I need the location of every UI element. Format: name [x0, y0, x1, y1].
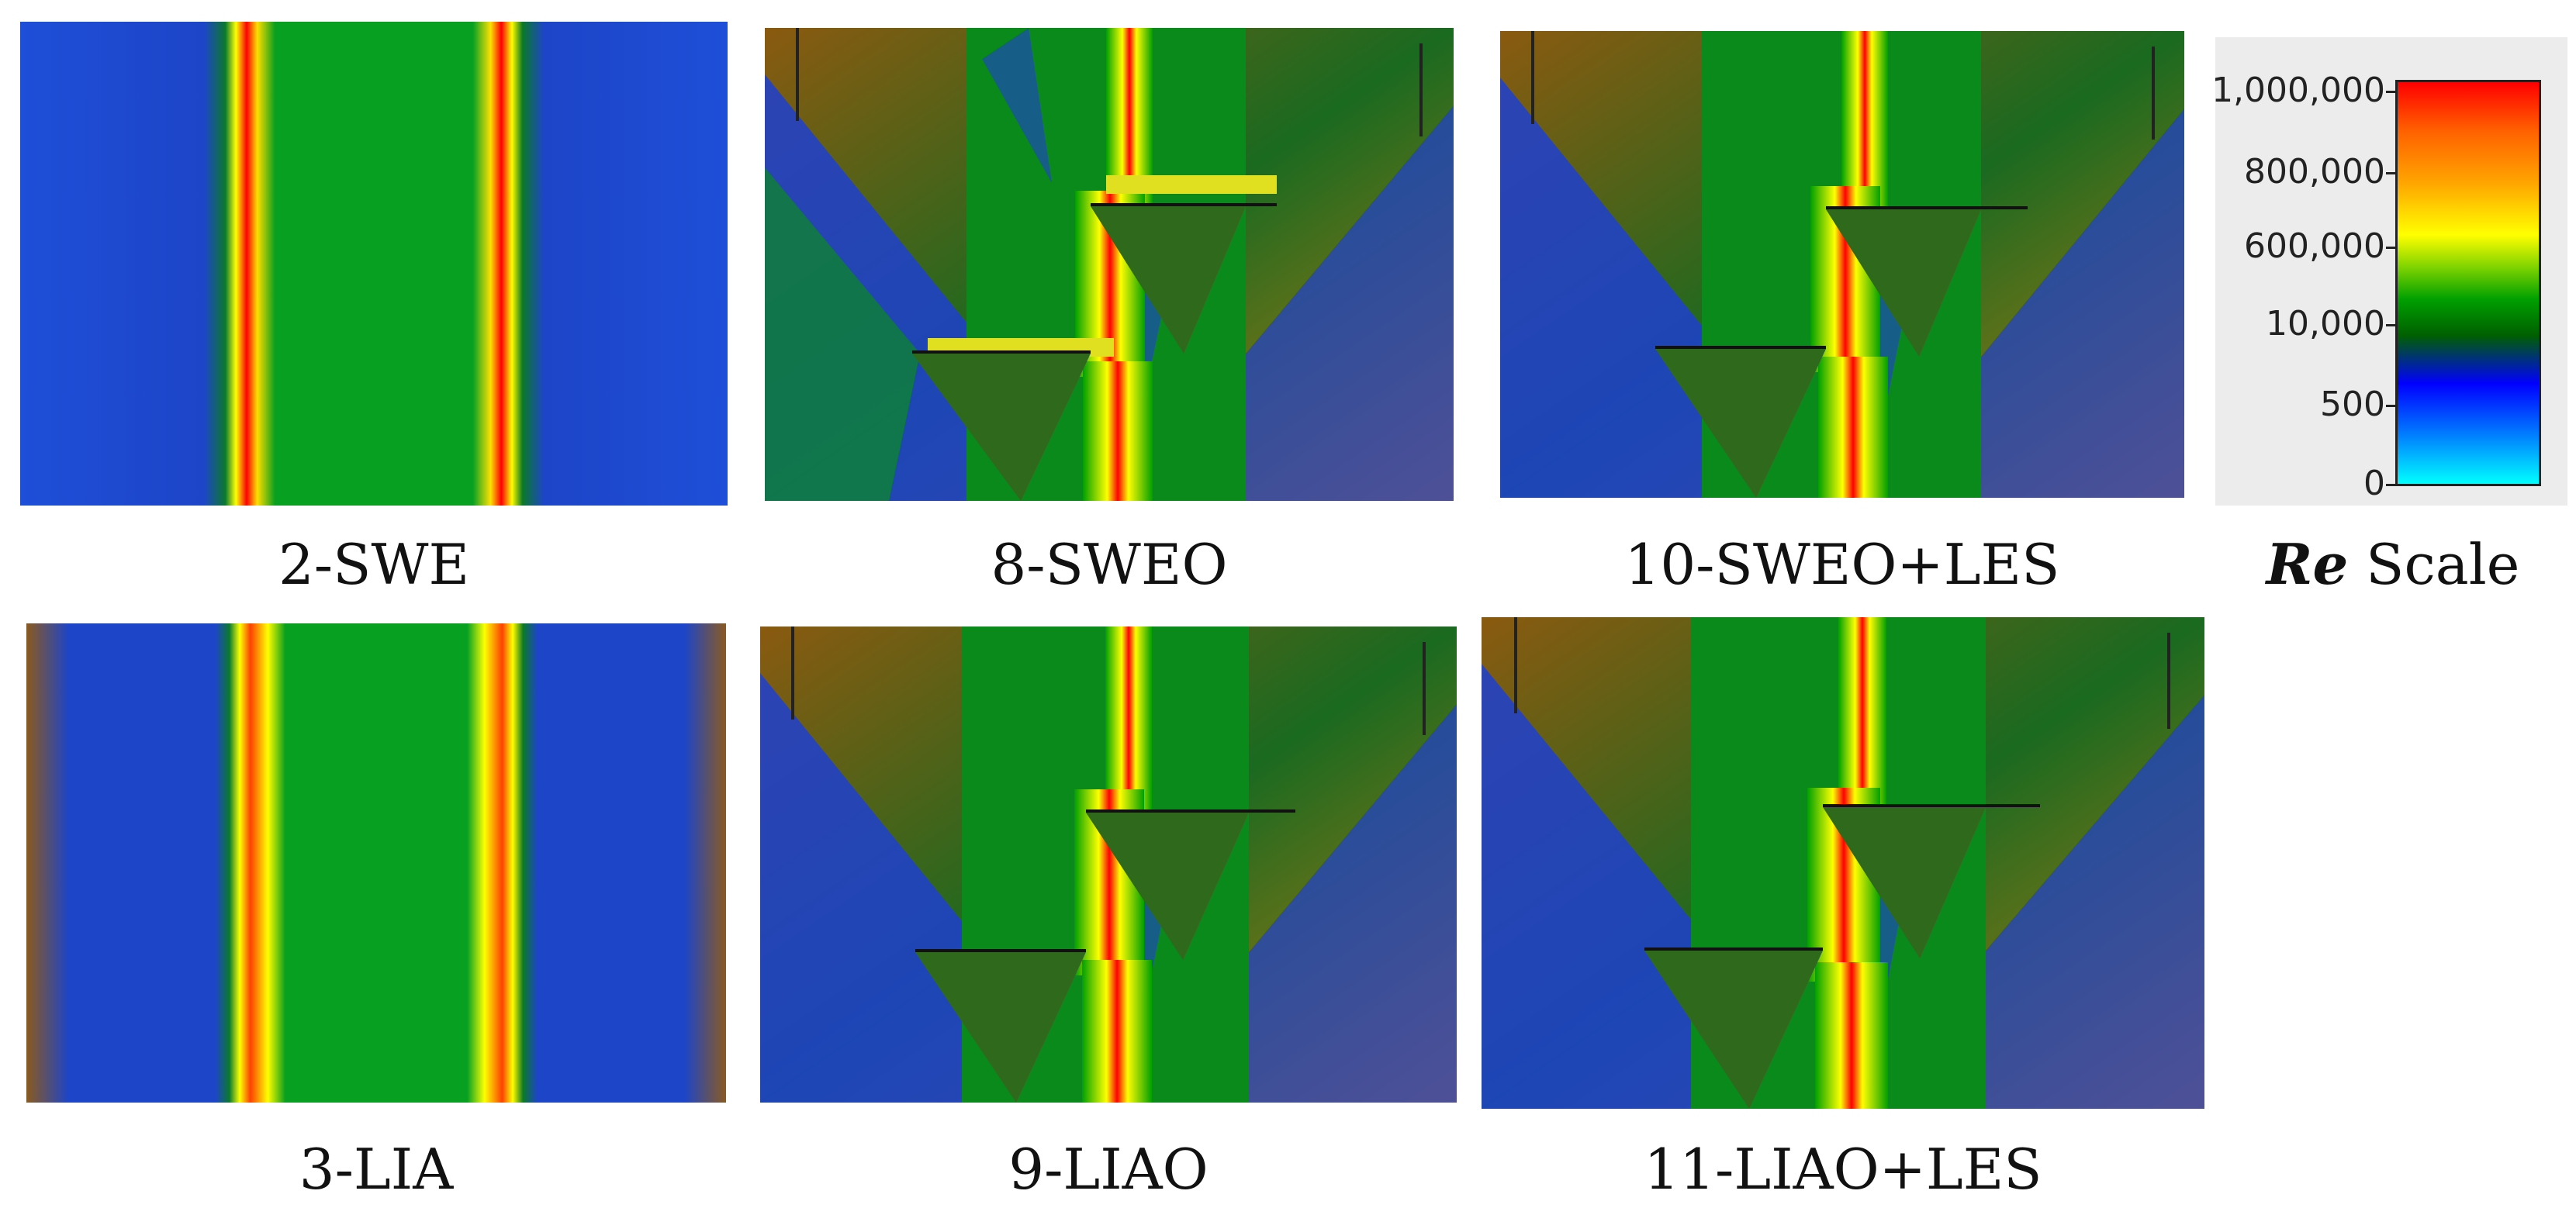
scale-tickmark-5 [2386, 484, 2397, 486]
scale-tickmark-4 [2386, 405, 2397, 407]
scale-word: Scale [2366, 532, 2520, 597]
panel-9-liao [760, 626, 1457, 1103]
caption-9-liao: 9-LIAO [1008, 1137, 1208, 1202]
flow-field-11-liao-les [1482, 617, 2204, 1109]
flow-field-8-sweo [765, 28, 1454, 501]
panel-8-sweo [765, 28, 1454, 501]
flow-field-2-swe [20, 22, 728, 506]
panel-11-liao-les [1482, 617, 2204, 1109]
caption-8-sweo: 8-SWEO [991, 532, 1228, 597]
scale-tick-500: 500 [2320, 385, 2385, 424]
scale-tickmark-2 [2386, 247, 2397, 249]
flow-field-9-liao [760, 626, 1457, 1103]
scale-tick-10000: 10,000 [2266, 304, 2385, 343]
scale-tick-600000: 600,000 [2244, 226, 2385, 266]
panel-3-lia [26, 623, 726, 1103]
re-symbol: Re [2266, 531, 2349, 597]
scale-tickmark-3 [2386, 324, 2397, 326]
re-scale-caption: Re Scale [2218, 537, 2567, 593]
caption-2-swe: 2-SWE [278, 532, 470, 597]
panel-2-swe [20, 22, 728, 506]
scale-tickmark-0 [2386, 91, 2397, 93]
caption-10-sweo-les: 10-SWEO+LES [1624, 532, 2060, 597]
scale-tick-1000000: 1,000,000 [2211, 71, 2385, 110]
flow-field-10-sweo-les [1500, 31, 2184, 498]
scale-tickmark-1 [2386, 172, 2397, 174]
flow-field-3-lia [26, 623, 726, 1103]
scale-tick-0: 0 [2363, 464, 2385, 503]
re-scale-colorbar [2395, 80, 2541, 486]
caption-11-liao-les: 11-LIAO+LES [1644, 1137, 2042, 1202]
scale-tick-800000: 800,000 [2244, 152, 2385, 192]
panel-10-sweo-les [1500, 31, 2184, 498]
caption-3-lia: 3-LIA [299, 1137, 454, 1202]
